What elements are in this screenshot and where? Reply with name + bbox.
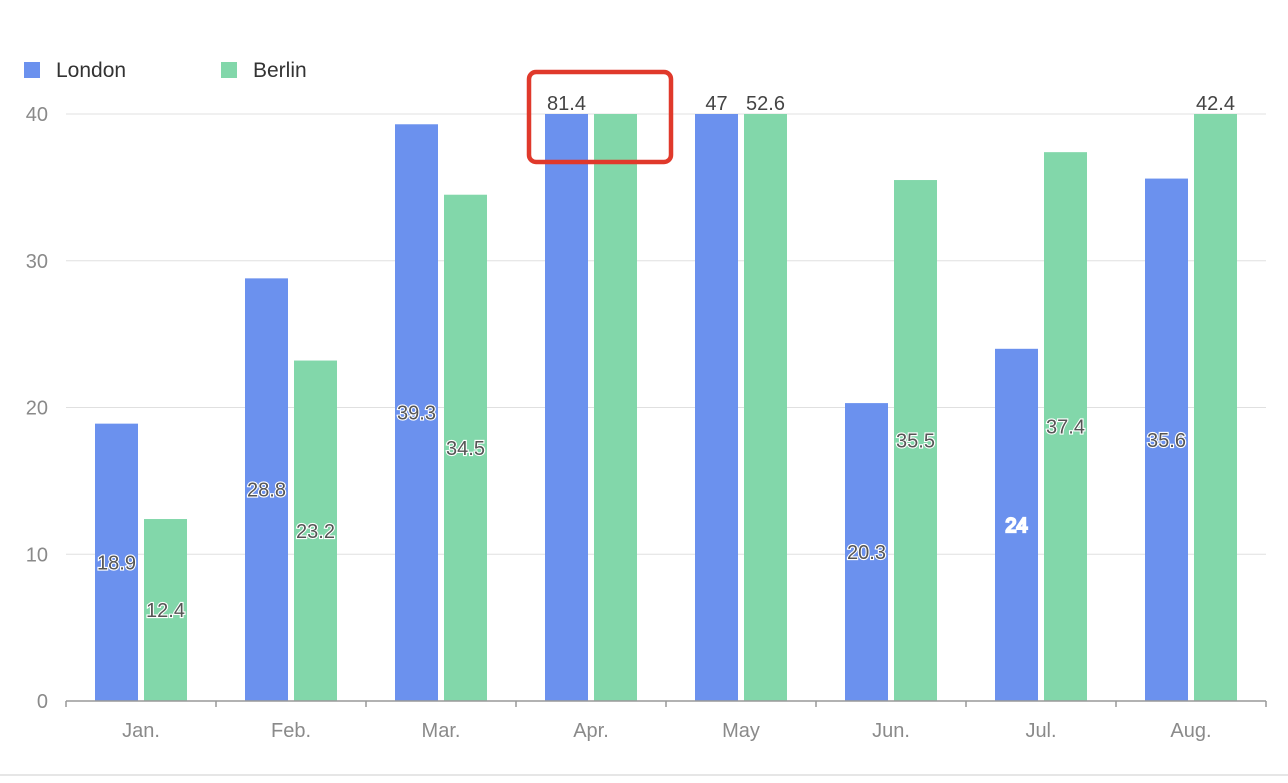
y-tick-label: 10 [26,544,48,566]
bar-berlin-jul[interactable] [1044,152,1087,701]
x-tick-label: May [722,720,760,742]
data-label-london-jun: 20.3 [847,542,886,564]
bar-berlin-jun[interactable] [894,180,937,702]
data-label-berlin-mar: 34.5 [446,438,485,460]
data-label-berlin-may: 52.6 [746,93,785,115]
bar-london-may[interactable] [695,114,738,701]
data-label-berlin-feb: 23.2 [296,521,335,543]
data-label-london-may: 47 [705,93,727,115]
x-tick-label: Feb. [271,720,311,742]
legend-swatch [24,62,40,78]
x-axis: Jan. Feb. Mar. Apr. May Jun. Jul. Aug. [65,700,1267,742]
legend-swatch [221,62,237,78]
data-label-london-feb: 28.8 [247,480,286,502]
legend-label: Berlin [253,59,307,82]
y-tick-label: 20 [26,398,48,420]
highlight-box [526,69,674,165]
y-tick-label: 30 [26,251,48,273]
x-tick-label: Jan. [122,720,160,742]
x-tick-label: Mar. [422,720,461,742]
bar-berlin-mar[interactable] [444,194,487,701]
bar-berlin-may[interactable] [744,114,787,701]
data-label-berlin-aug: 42.4 [1196,93,1235,115]
data-label-london-aug: 35.6 [1147,430,1186,452]
bar-berlin-jan[interactable] [144,519,187,701]
x-tick-label: Jun. [872,720,910,742]
data-label-london-jan: 18.9 [97,552,136,574]
legend-item-berlin[interactable]: Berlin [221,59,307,82]
bar-berlin-aug[interactable] [1194,114,1237,701]
data-labels: 18.9 12.4 28.8 23.2 39.3 34.5 81.4 47 52.6 20.3 35… [96,93,1235,623]
data-label-berlin-jul: 37.4 [1046,417,1085,439]
x-tick-label: Apr. [573,720,609,742]
bar-berlin-feb[interactable] [294,360,337,701]
y-tick-label: 40 [26,104,48,126]
bar-london-jun[interactable] [845,403,888,701]
bar-london-jan[interactable] [95,423,138,701]
bar-london-feb[interactable] [245,278,288,701]
y-tick-label: 0 [37,691,48,713]
bar-london-mar[interactable] [395,124,438,701]
x-tick-label: Jul. [1025,720,1056,742]
data-label-london-apr: 81.4 [547,93,586,115]
legend-item-london[interactable]: London [24,59,126,82]
data-label-berlin-jun: 35.5 [896,431,935,453]
bar-london-apr[interactable] [545,114,588,701]
legend-label: London [56,59,126,82]
data-label-london-jul: 24 [1005,515,1027,537]
legend: London Berlin [24,59,307,82]
bar-berlin-apr[interactable] [594,114,637,701]
bar-london-jul[interactable] [995,348,1038,701]
x-tick-label: Aug. [1170,720,1211,742]
bars [95,114,1237,702]
bar-london-aug[interactable] [1145,178,1188,701]
data-label-berlin-jan: 12.4 [146,600,185,622]
data-label-london-mar: 39.3 [397,403,436,425]
